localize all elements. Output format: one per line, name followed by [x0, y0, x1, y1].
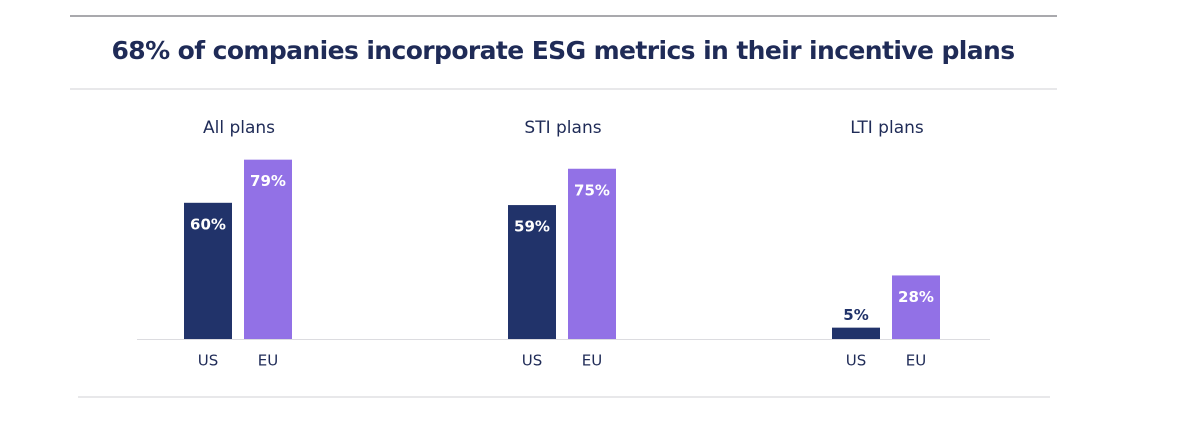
panel-title: LTI plans	[850, 118, 924, 138]
x-tick-label: EU	[906, 352, 926, 370]
bar	[184, 202, 232, 339]
value-label: 75%	[574, 181, 610, 199]
value-label: 79%	[250, 172, 286, 190]
bar	[892, 275, 940, 339]
bar	[568, 168, 616, 339]
chart-title: 68% of companies incorporate ESG metrics…	[112, 36, 1015, 65]
value-label: 60%	[190, 215, 226, 233]
panel-title: STI plans	[524, 118, 601, 138]
bar	[244, 159, 292, 339]
x-tick-label: US	[522, 352, 543, 370]
bar	[508, 205, 556, 339]
value-label: 59%	[514, 218, 550, 236]
bar	[832, 327, 880, 339]
x-tick-label: US	[198, 352, 219, 370]
x-tick-label: EU	[258, 352, 278, 370]
panel-title: All plans	[203, 118, 275, 138]
x-tick-label: US	[846, 352, 867, 370]
x-tick-label: EU	[582, 352, 602, 370]
value-label: 28%	[898, 288, 934, 306]
value-label: 5%	[843, 306, 868, 324]
